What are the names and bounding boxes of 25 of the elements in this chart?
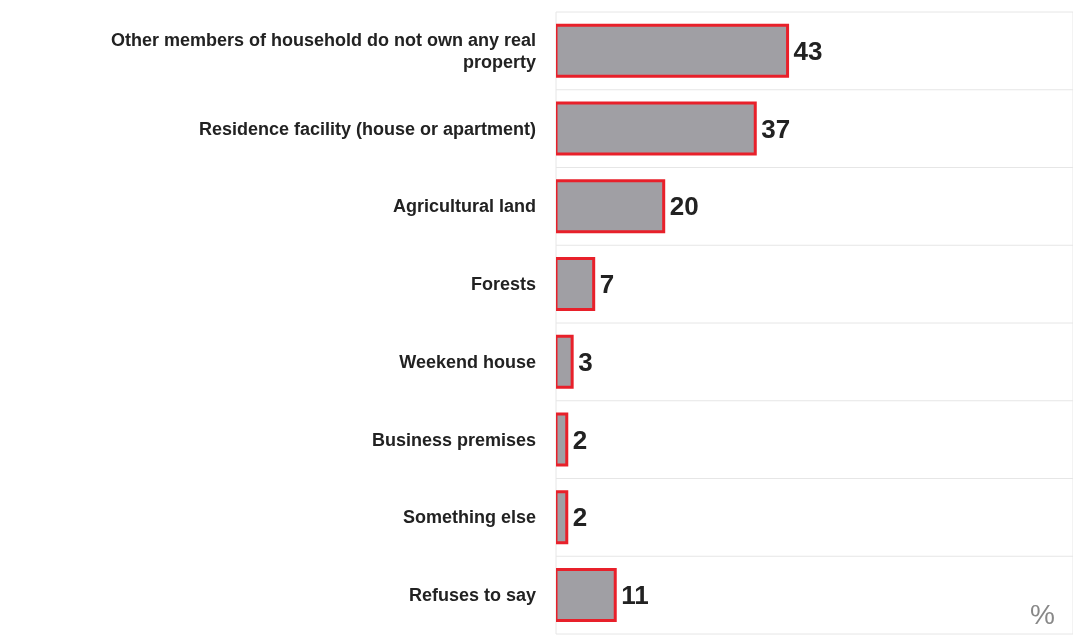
bar xyxy=(556,567,617,622)
bar xyxy=(556,412,569,467)
data-label: 37 xyxy=(761,113,791,144)
y-tick-label: Other members of household do not own any real property xyxy=(110,29,536,72)
bar xyxy=(556,334,574,389)
y-tick-label: Business premises xyxy=(371,429,536,450)
bar xyxy=(556,101,757,156)
y-tick-label: Refuses to say xyxy=(408,585,536,606)
data-label: 11 xyxy=(621,580,649,611)
y-tick-label: Weekend house xyxy=(399,351,536,372)
y-tick-label: Something else xyxy=(402,507,536,528)
data-label: 7 xyxy=(599,269,615,300)
data-label: 2 xyxy=(572,424,588,455)
data-label: 20 xyxy=(669,191,699,222)
data-label: 43 xyxy=(793,35,823,66)
bar xyxy=(556,23,790,78)
data-label: 2 xyxy=(572,502,588,533)
bar xyxy=(556,179,666,234)
bar xyxy=(556,490,569,545)
bar xyxy=(556,256,596,311)
y-tick-label: Agricultural land xyxy=(392,196,536,217)
y-tick-label: Residence facility (house or apartment) xyxy=(198,118,536,139)
annotation: % xyxy=(1030,599,1055,631)
y-tick-label: Forests xyxy=(470,274,536,295)
data-label: 3 xyxy=(578,346,593,377)
